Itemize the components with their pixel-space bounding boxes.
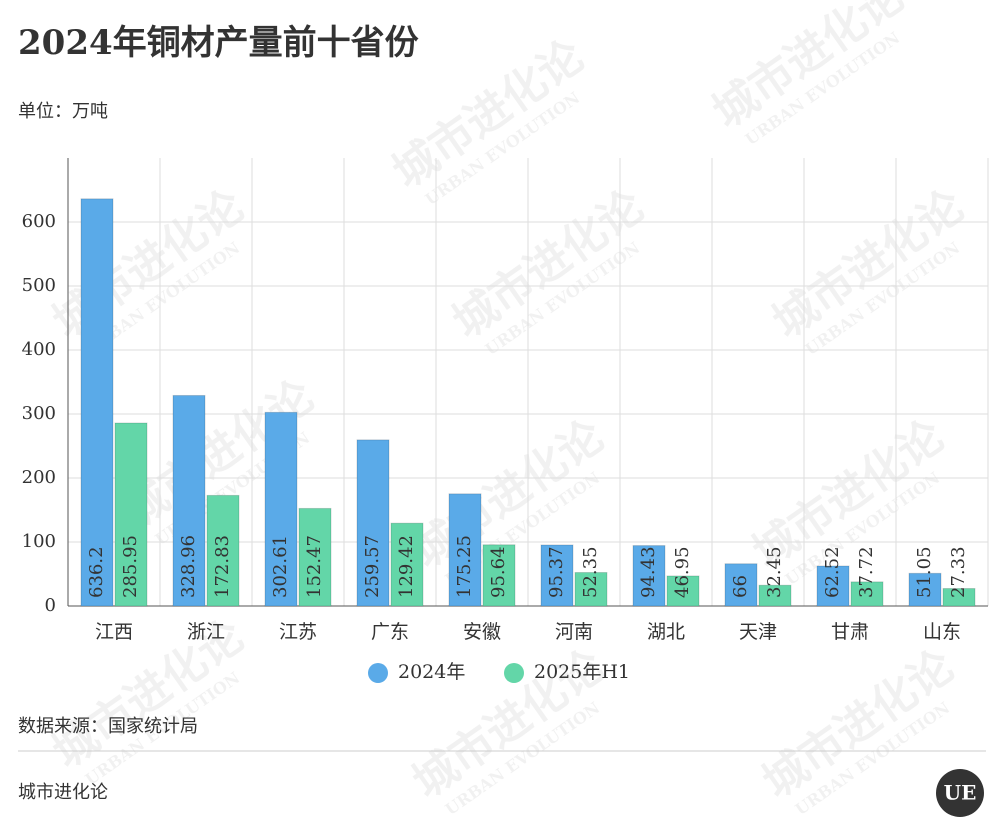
legend-marker: [368, 663, 388, 683]
y-tick-label: 200: [22, 467, 56, 488]
x-tick-label: 河南: [555, 621, 593, 643]
x-tick-label: 湖北: [647, 621, 685, 643]
data-label: 636.2: [86, 546, 107, 598]
y-tick-label: 600: [22, 211, 56, 232]
data-label: 302.61: [270, 535, 291, 598]
y-tick-label: 500: [22, 275, 56, 296]
x-tick-label: 江苏: [279, 621, 317, 643]
bar: [172, 394, 206, 607]
bar: [390, 522, 424, 607]
data-label: 66: [730, 575, 751, 598]
data-label: 62.52: [822, 546, 843, 598]
x-tick-label: 浙江: [187, 621, 225, 643]
x-tick-label: 广东: [371, 621, 409, 643]
logo: UE: [944, 781, 977, 805]
data-label: 129.42: [396, 535, 417, 598]
bar: [850, 581, 884, 607]
legend-marker: [504, 663, 524, 683]
bar: [298, 507, 332, 607]
bar: [724, 563, 758, 607]
unit-label: 单位：万吨: [18, 101, 108, 122]
x-tick-label: 安徽: [463, 621, 501, 643]
data-label: 94.43: [638, 546, 659, 598]
data-label: 52.35: [580, 546, 601, 598]
data-label: 328.96: [178, 535, 199, 598]
data-label: 152.47: [304, 535, 325, 598]
x-tick-label: 山东: [923, 621, 961, 643]
bar: [816, 565, 850, 607]
bar: [632, 545, 666, 607]
x-tick-label: 天津: [739, 621, 777, 643]
bar: [114, 422, 148, 607]
data-label: 175.25: [454, 535, 475, 598]
watermark: 城市进化论: [704, 0, 914, 138]
data-label: 32.45: [764, 546, 785, 598]
chart-title: 2024年铜材产量前十省份: [18, 23, 419, 63]
bar: [758, 584, 792, 607]
bar: [574, 571, 608, 607]
y-tick-label: 400: [22, 339, 56, 360]
logo-circle: [936, 769, 984, 817]
bar: [908, 572, 942, 607]
legend-label: 2024年: [398, 661, 465, 683]
data-label: 51.05: [914, 546, 935, 598]
data-label: 46.95: [672, 546, 693, 598]
data-label: 37.72: [856, 546, 877, 598]
source: 数据来源：国家统计局: [18, 716, 198, 737]
bar: [264, 411, 298, 607]
x-tick-label: 甘肃: [831, 621, 869, 643]
legend-label: 2025年H1: [534, 661, 630, 683]
bar: [206, 494, 240, 607]
bar: [540, 544, 574, 607]
footer: 城市进化论: [18, 782, 108, 803]
bar: [942, 588, 976, 607]
bar: [356, 439, 390, 607]
y-tick-label: 0: [45, 595, 56, 616]
data-label: 285.95: [120, 535, 141, 598]
data-label: 95.64: [488, 546, 509, 598]
bar: [80, 198, 114, 607]
y-tick-label: 300: [22, 403, 56, 424]
bar: [666, 575, 700, 607]
data-label: 27.33: [948, 546, 969, 598]
data-label: 172.83: [212, 535, 233, 598]
x-tick-label: 江西: [95, 621, 133, 643]
bar: [482, 544, 516, 607]
data-label: 95.37: [546, 546, 567, 598]
data-label: 259.57: [362, 535, 383, 598]
y-tick-label: 100: [22, 531, 56, 552]
bar: [448, 493, 482, 607]
